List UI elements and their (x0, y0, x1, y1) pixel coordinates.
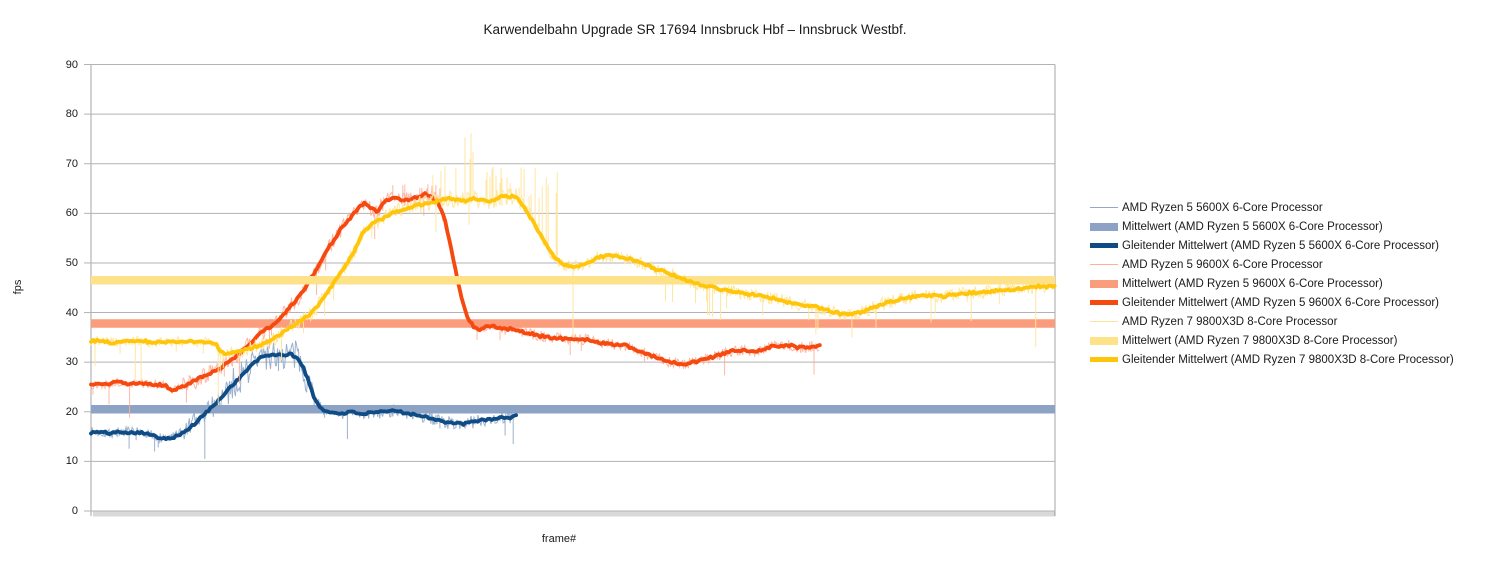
legend-label: AMD Ryzen 7 9800X3D 8-Core Processor (1122, 315, 1338, 328)
chart-title: Karwendelbahn Upgrade SR 17694 Innsbruck… (483, 22, 907, 37)
y-tick-label-60: 60 (65, 207, 78, 220)
legend-item-6: AMD Ryzen 7 9800X3D 8-Core Processor (1090, 312, 1454, 331)
legend-label: Mittelwert (AMD Ryzen 5 5600X 6-Core Pro… (1122, 220, 1383, 233)
legend-label: Gleitender Mittelwert (AMD Ryzen 5 9600X… (1122, 296, 1440, 309)
series-raw-0 (90, 340, 518, 459)
legend-item-2: Gleitender Mittelwert (AMD Ryzen 5 5600X… (1090, 236, 1454, 255)
legend-swatch-band (1090, 279, 1118, 288)
y-tick-label-10: 10 (65, 455, 78, 468)
series-moving-average-8 (89, 193, 1057, 356)
y-tick-label-80: 80 (65, 108, 78, 121)
legend-label: Gleitender Mittelwert (AMD Ryzen 7 9800X… (1122, 353, 1454, 366)
legend-label: AMD Ryzen 5 5600X 6-Core Processor (1122, 201, 1323, 214)
y-tick-label-50: 50 (65, 256, 78, 269)
legend-label: Mittelwert (AMD Ryzen 5 9600X 6-Core Pro… (1122, 277, 1383, 290)
y-tick-label-30: 30 (65, 356, 78, 369)
legend-swatch-thick-line (1090, 300, 1118, 305)
y-tick-label-70: 70 (65, 157, 78, 170)
y-tick-label-40: 40 (65, 306, 78, 319)
legend-swatch-band (1090, 222, 1118, 231)
x-axis-category-ticks (93, 511, 1055, 517)
legend-label: Mittelwert (AMD Ryzen 7 9800X3D 8-Core P… (1122, 334, 1398, 347)
legend: AMD Ryzen 5 5600X 6-Core Processor Mittel… (1090, 198, 1454, 369)
legend-item-8: Gleitender Mittelwert (AMD Ryzen 7 9800X… (1090, 350, 1454, 369)
y-tick-label-90: 90 (65, 58, 78, 71)
legend-swatch-thin-line (1090, 320, 1118, 323)
series-moving-average-2 (89, 351, 518, 442)
y-tick-label-0: 0 (71, 505, 78, 517)
legend-item-5: Gleitender Mittelwert (AMD Ryzen 5 9600X… (1090, 293, 1454, 312)
legend-label: AMD Ryzen 5 9600X 6-Core Processor (1122, 258, 1323, 271)
series-moving-average-5 (89, 191, 822, 393)
legend-swatch-band (1090, 336, 1118, 345)
legend-item-1: Mittelwert (AMD Ryzen 5 5600X 6-Core Pro… (1090, 217, 1454, 236)
legend-swatch-thin-line (1090, 206, 1118, 209)
y-tick-label-20: 20 (65, 405, 78, 418)
legend-item-0: AMD Ryzen 5 5600X 6-Core Processor (1090, 198, 1454, 217)
legend-label: Gleitender Mittelwert (AMD Ryzen 5 5600X… (1122, 239, 1440, 252)
legend-item-3: AMD Ryzen 5 9600X 6-Core Processor (1090, 255, 1454, 274)
x-axis-title: frame# (541, 533, 577, 545)
legend-swatch-thick-line (1090, 243, 1118, 248)
legend-item-4: Mittelwert (AMD Ryzen 5 9600X 6-Core Pro… (1090, 274, 1454, 293)
y-axis-title: fps (12, 279, 24, 295)
legend-swatch-thin-line (1090, 263, 1118, 266)
legend-swatch-thick-line (1090, 357, 1118, 362)
legend-item-7: Mittelwert (AMD Ryzen 7 9800X3D 8-Core P… (1090, 331, 1454, 350)
